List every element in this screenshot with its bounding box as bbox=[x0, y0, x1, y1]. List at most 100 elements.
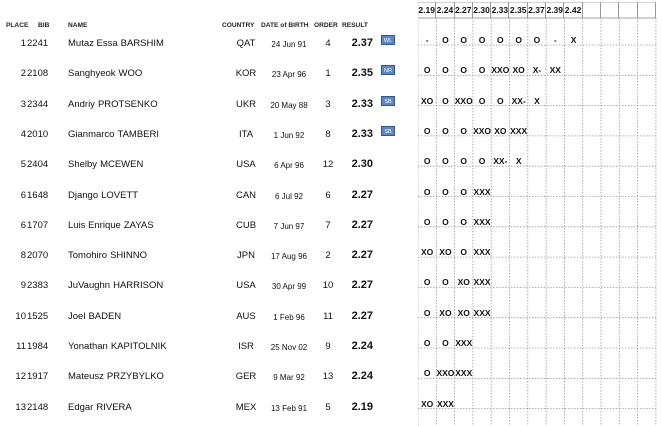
athlete-row: 11 1984 ISR 25 Nov 02 9 2.24 Yonathan KAPITOLNI… bbox=[0, 332, 416, 362]
attempt-cell: O bbox=[423, 125, 431, 136]
dob-cell: 24 Jun 91 bbox=[271, 40, 307, 49]
country-cell: KOR bbox=[235, 68, 257, 80]
attempt-cell: O bbox=[423, 307, 431, 318]
first-name: Edgar bbox=[68, 401, 94, 413]
attempt-cell: XXX bbox=[473, 277, 491, 288]
attempt-cell: XO bbox=[457, 277, 470, 288]
attempt-cell: O bbox=[442, 125, 449, 136]
athlete-row: 1 2241 QAT 24 Jun 91 4 2.37 Mutaz Essa BARSHIM W… bbox=[0, 29, 416, 59]
athlete-name: Luis Enrique ZAYAS bbox=[68, 220, 154, 232]
attempt-cell: XXO bbox=[436, 368, 455, 379]
country-cell: ISR bbox=[238, 341, 254, 352]
first-name: Yonathan bbox=[68, 341, 108, 352]
first-name: Tomohiro bbox=[68, 250, 108, 262]
first-name: Luis Enrique bbox=[68, 219, 121, 231]
bib-cell: 2404 bbox=[27, 159, 49, 171]
attempt-cell: X bbox=[570, 35, 577, 45]
attempt-cell: O bbox=[423, 368, 431, 379]
athlete-row: 3 2344 UKR 20 May 88 3 2.33 Andriy PROTSENKO SB bbox=[0, 90, 416, 120]
attempt-cell: - bbox=[425, 35, 429, 45]
height-header bbox=[601, 2, 620, 18]
attempt-cell: O bbox=[460, 216, 468, 227]
attempt-cell: O bbox=[423, 186, 431, 197]
last-name: RIVERA bbox=[96, 401, 132, 413]
attempt-cell: XXO bbox=[473, 125, 492, 136]
result-cell: 2.30 bbox=[351, 158, 373, 171]
attempt-cell: XXX bbox=[455, 368, 473, 379]
order-cell: 3 bbox=[325, 98, 331, 110]
order-cell: 9 bbox=[325, 341, 331, 352]
bib-cell: 2241 bbox=[27, 38, 49, 49]
place-cell: 10 bbox=[15, 310, 26, 322]
country-cell: UKR bbox=[235, 98, 257, 110]
athlete-name: Sanghyeok WOO bbox=[68, 68, 142, 80]
athlete-name: Joel BADEN bbox=[68, 311, 121, 323]
country-cell: AUS bbox=[236, 310, 256, 322]
attempt-cell: O bbox=[497, 95, 504, 106]
attempt-cell: XXO bbox=[454, 95, 473, 106]
dob-cell: 25 Nov 02 bbox=[270, 343, 308, 352]
attempt-cell: O bbox=[423, 156, 431, 167]
place-cell: 8 bbox=[20, 250, 26, 262]
dob-cell: 1 Jun 92 bbox=[273, 130, 305, 140]
country-cell: MEX bbox=[235, 401, 257, 413]
country-cell: QAT bbox=[236, 38, 256, 49]
last-name: PRZYBYLKO bbox=[106, 371, 164, 383]
attempt-cell: XXX bbox=[473, 247, 491, 258]
result-cell: 2.27 bbox=[351, 188, 373, 201]
country-cell: USA bbox=[236, 159, 256, 171]
place-cell: 11 bbox=[16, 341, 26, 352]
athlete-name: Shelby MCEWEN bbox=[68, 159, 143, 171]
dob-cell: 1 Feb 96 bbox=[273, 312, 305, 322]
result-cell: 2.27 bbox=[351, 279, 373, 292]
record-badge: SB bbox=[381, 95, 395, 106]
record-badge: NR bbox=[381, 65, 395, 76]
last-name: SHINNO bbox=[110, 250, 148, 262]
attempt-cell: XO bbox=[421, 247, 434, 258]
attempt-cell: XX- bbox=[493, 156, 508, 167]
last-name: BADEN bbox=[88, 310, 122, 322]
first-name: Gianmarco bbox=[68, 128, 115, 140]
athlete-name: Tomohiro SHINNO bbox=[68, 250, 147, 262]
record-badge: WL bbox=[381, 35, 395, 45]
result-cell: 2.33 bbox=[351, 97, 373, 110]
attempt-cell: X bbox=[515, 156, 522, 167]
order-cell: 1 bbox=[325, 68, 331, 80]
bib-cell: 2070 bbox=[27, 250, 49, 262]
athlete-name: JuVaughn HARRISON bbox=[68, 280, 163, 292]
result-cell: 2.37 bbox=[351, 37, 373, 49]
athlete-row: 8 2070 JPN 17 Aug 96 2 2.27 Tomohiro SHINNO bbox=[0, 241, 416, 271]
attempt-cell: O bbox=[423, 338, 431, 348]
place-cell: 12 bbox=[15, 371, 26, 383]
header-dob: DATE of BIRTH bbox=[261, 22, 309, 29]
height-header bbox=[619, 2, 638, 18]
athlete-row: 6 1707 CUB 7 Jun 97 7 2.27 Luis Enrique ZAYAS bbox=[0, 211, 416, 241]
order-cell: 5 bbox=[325, 401, 331, 413]
order-cell: 4 bbox=[325, 38, 331, 49]
bib-cell: 2148 bbox=[27, 401, 49, 413]
height-header bbox=[583, 2, 601, 18]
bib-cell: 2383 bbox=[27, 280, 49, 292]
attempt-cell: XO bbox=[421, 398, 434, 409]
country-cell: GER bbox=[235, 371, 257, 383]
grid-lines bbox=[418, 2, 657, 426]
attempt-cell: XXO bbox=[491, 65, 510, 76]
height-header: 2.24 bbox=[436, 2, 455, 18]
last-name: LOVETT bbox=[101, 189, 139, 201]
record-badge: SB bbox=[381, 125, 395, 136]
attempt-cell: XXX bbox=[473, 307, 491, 318]
first-name: Joel bbox=[68, 310, 86, 322]
height-header: 2.35 bbox=[510, 2, 528, 18]
athlete-name: Django LOVETT bbox=[68, 190, 138, 202]
place-cell: 3 bbox=[20, 98, 26, 110]
header-country: COUNTRY bbox=[222, 22, 255, 29]
dob-cell: 20 May 88 bbox=[270, 100, 308, 110]
order-cell: 13 bbox=[322, 371, 334, 383]
last-name: KAPITOLNIK bbox=[110, 341, 167, 352]
header-order: ORDER bbox=[314, 22, 338, 29]
order-cell: 6 bbox=[325, 189, 331, 201]
athlete-row: 4 2010 ITA 1 Jun 92 8 2.33 Gianmarco TAMBERI SB bbox=[0, 120, 416, 150]
attempt-cell: XO bbox=[457, 307, 470, 318]
attempt-cell: XO bbox=[421, 95, 434, 106]
first-name: Shelby bbox=[68, 159, 98, 171]
